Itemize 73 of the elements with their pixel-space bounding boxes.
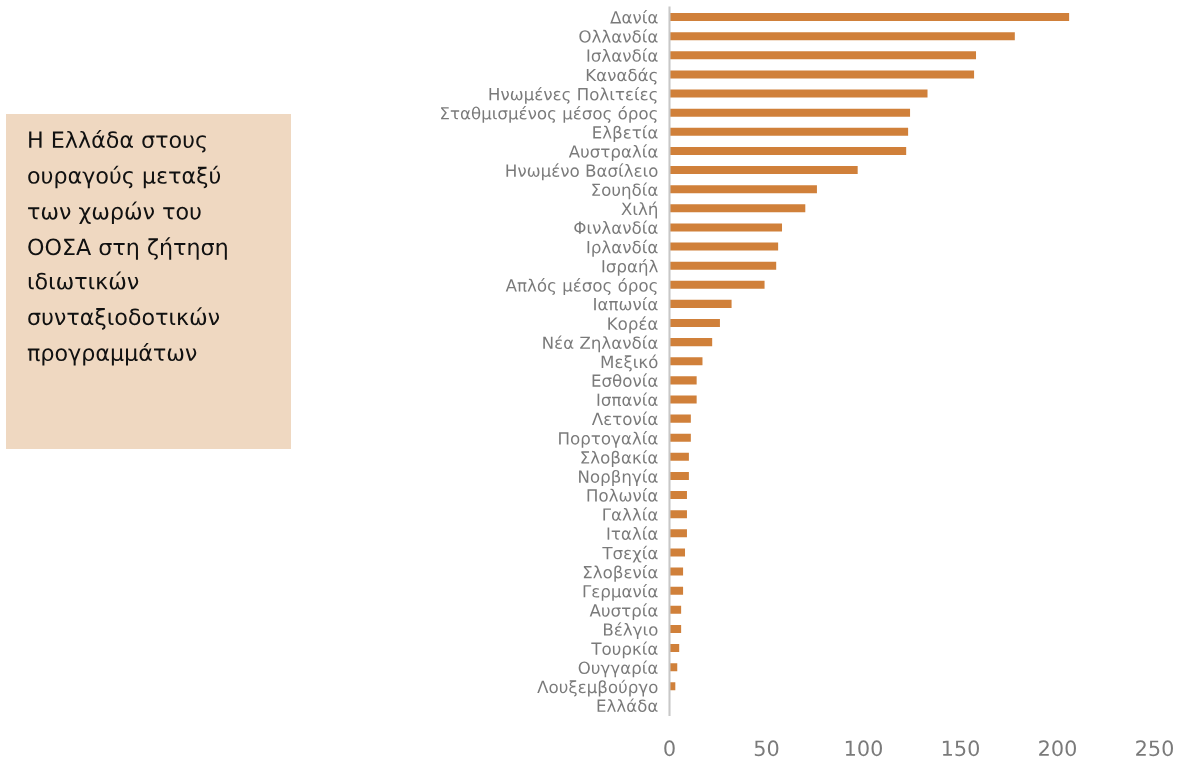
bar: [669, 108, 911, 117]
bar: [669, 376, 697, 385]
y-tick-label: Τουρκία: [591, 641, 658, 659]
y-tick-label: Λουξεμβούργο: [537, 679, 658, 697]
y-tick-label: Γαλλία: [603, 507, 658, 521]
bar: [669, 529, 687, 538]
bar: [669, 127, 909, 136]
bar: [669, 318, 720, 328]
y-tick-label: Βέλγιο: [604, 622, 658, 640]
y-tick-label: Ελλάδα: [597, 698, 658, 713]
bar: [669, 357, 703, 366]
x-tick-label: 100: [845, 740, 882, 757]
bar: [669, 185, 817, 194]
bar: [669, 280, 765, 289]
y-tick-label: Ελβετία: [593, 125, 658, 142]
y-tick-label: Ιταλία: [607, 526, 658, 540]
bar: [669, 433, 691, 442]
y-tick-label: Νορβηγία: [579, 469, 658, 487]
bar: [669, 166, 858, 175]
x-tick-label: 250: [1136, 740, 1173, 757]
y-tick-label: Ιρλανδία: [587, 239, 658, 257]
y-tick-label: Σλοβακία: [581, 450, 658, 467]
y-tick-label: Σουηδία: [592, 182, 658, 200]
y-tick-label: Ιαπωνία: [594, 296, 658, 311]
bar: [669, 261, 777, 270]
bar: [669, 414, 691, 423]
x-tick-label: 0: [664, 740, 675, 757]
bar: [669, 204, 806, 213]
bar: [669, 491, 687, 500]
y-tick-label: Ισπανία: [597, 392, 658, 407]
y-tick-label: Αυστρία: [589, 603, 658, 620]
y-tick-label: Ολλανδία: [579, 29, 658, 43]
bar: [669, 471, 689, 480]
y-tick-label: Μεξικό: [601, 354, 658, 372]
bar: [669, 32, 1015, 41]
y-tick-label: Σταθμισμένος μέσος όρος: [441, 106, 657, 123]
y-tick-label: Χιλή: [621, 201, 657, 219]
y-tick-label: Ηνωμένες Πολιτείες: [489, 86, 657, 104]
y-tick-label: Ηνωμένο Βασίλειο: [506, 163, 658, 181]
x-tick-label: 200: [1039, 740, 1076, 757]
bar: [669, 338, 713, 347]
bar: [669, 146, 907, 155]
bar: [669, 223, 783, 232]
y-tick-label: Πολωνία: [587, 488, 658, 502]
y-tick-label: Απλός μέσος όρος: [505, 278, 657, 295]
y-tick-label: Δανία: [610, 10, 658, 24]
bar: [669, 51, 977, 60]
bar: [669, 242, 779, 251]
y-tick-label: Σλοβενία: [583, 564, 658, 582]
y-tick-label: Ισραήλ: [602, 258, 658, 276]
bar: [669, 548, 686, 557]
bar: [669, 299, 732, 308]
text: Η Ελλάδα στους ουραγούς μεταξύ των χωρών του ΟΟΣΑ στη ζήτηση ιδιωτικών συνταξιοδοτικών προγραμμάτων: [27, 130, 227, 366]
y-tick-label: Κορέα: [608, 316, 658, 334]
y-tick-label: Εσθονία: [592, 373, 658, 387]
y-tick-label: Ισλανδία: [587, 48, 658, 62]
x-tick-label: 150: [942, 740, 979, 757]
bar: [669, 395, 697, 404]
y-tick-label: Καναδάς: [586, 67, 657, 85]
y-tick-label: Ουγγαρία: [578, 660, 658, 678]
y-tick-label: Νέα Ζηλανδία: [543, 335, 658, 353]
y-tick-label: Φινλανδία: [574, 220, 658, 234]
y-tick-label: Αυστραλία: [568, 144, 658, 162]
bar: [669, 452, 689, 461]
bar: [669, 70, 975, 79]
y-tick-label: Τσεχία: [602, 545, 658, 563]
y-tick-label: Γερμανία: [583, 584, 658, 601]
bar: [669, 510, 687, 519]
bar: [669, 13, 1070, 22]
bar: [669, 89, 928, 98]
y-tick-label: Πορτογαλία: [559, 431, 658, 448]
y-tick-label: Λετονία: [591, 411, 658, 426]
x-tick-label: 50: [754, 740, 779, 757]
